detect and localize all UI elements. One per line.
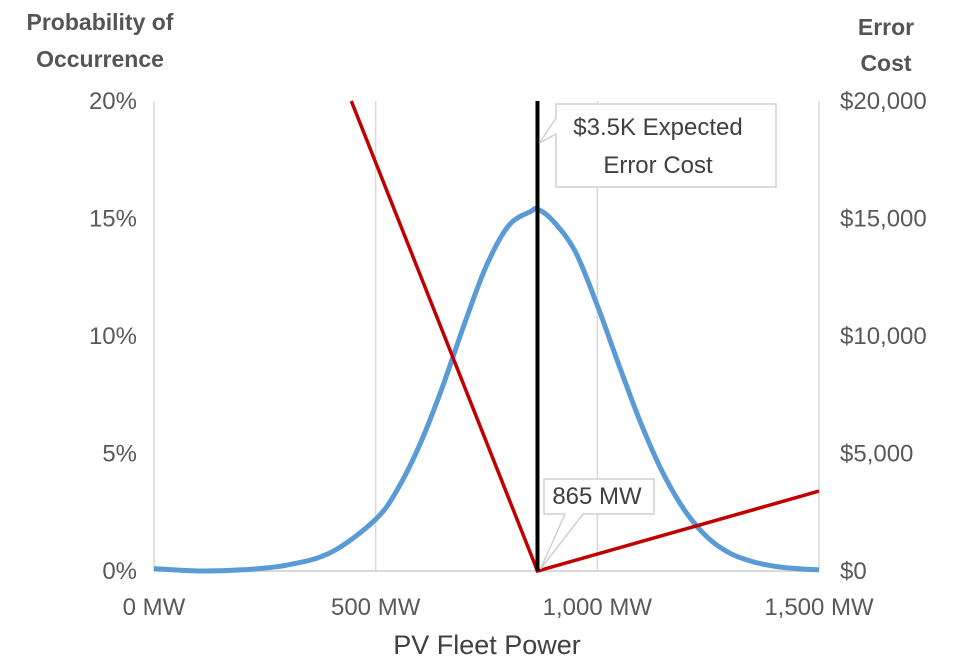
marker-value-callout-box [539,478,655,570]
right-y-tick-label: $20,000 [840,88,927,115]
left-y-tick-label: 5% [102,441,137,468]
x-tick-label: 500 MW [331,594,421,621]
marker-value-label: 865 MW [552,483,642,510]
left-y-tick-label: 15% [89,206,137,233]
probability-curve [153,205,820,574]
right-y-tick-label: $15,000 [840,206,927,233]
expected-error-cost-callout: $3.5K Expected Error Cost [538,103,777,188]
left-y-tick-label: 20% [89,88,137,115]
x-tick-label: 1,500 MW [764,594,874,621]
x-tick-labels: 0 MW 500 MW 1,000 MW 1,500 MW [123,594,874,621]
right-axis-title-line1: Error [858,14,914,40]
expected-error-cost-line1: $3.5K Expected [573,114,742,141]
x-tick-label: 1,000 MW [543,594,653,621]
x-tick-label: 0 MW [123,594,186,621]
left-axis-title-line2: Occurrence [36,46,164,72]
left-y-tick-labels: 0% 5% 10% 15% 20% [89,88,137,585]
marker-value-callout: 865 MW [539,478,655,570]
expected-error-cost-callout-box [538,103,777,188]
right-y-tick-label: $10,000 [840,323,927,350]
right-y-tick-label: $5,000 [840,441,913,468]
left-axis-title-line1: Probability of [27,9,174,35]
expected-error-cost-line2: Error Cost [603,152,713,179]
right-axis-title-line2: Cost [860,50,911,76]
left-y-tick-label: 10% [89,323,137,350]
x-axis-title: PV Fleet Power [393,630,581,660]
right-y-tick-label: $0 [840,558,867,585]
right-y-tick-labels: $0 $5,000 $10,000 $15,000 $20,000 [840,88,927,585]
left-y-tick-label: 0% [102,558,137,585]
